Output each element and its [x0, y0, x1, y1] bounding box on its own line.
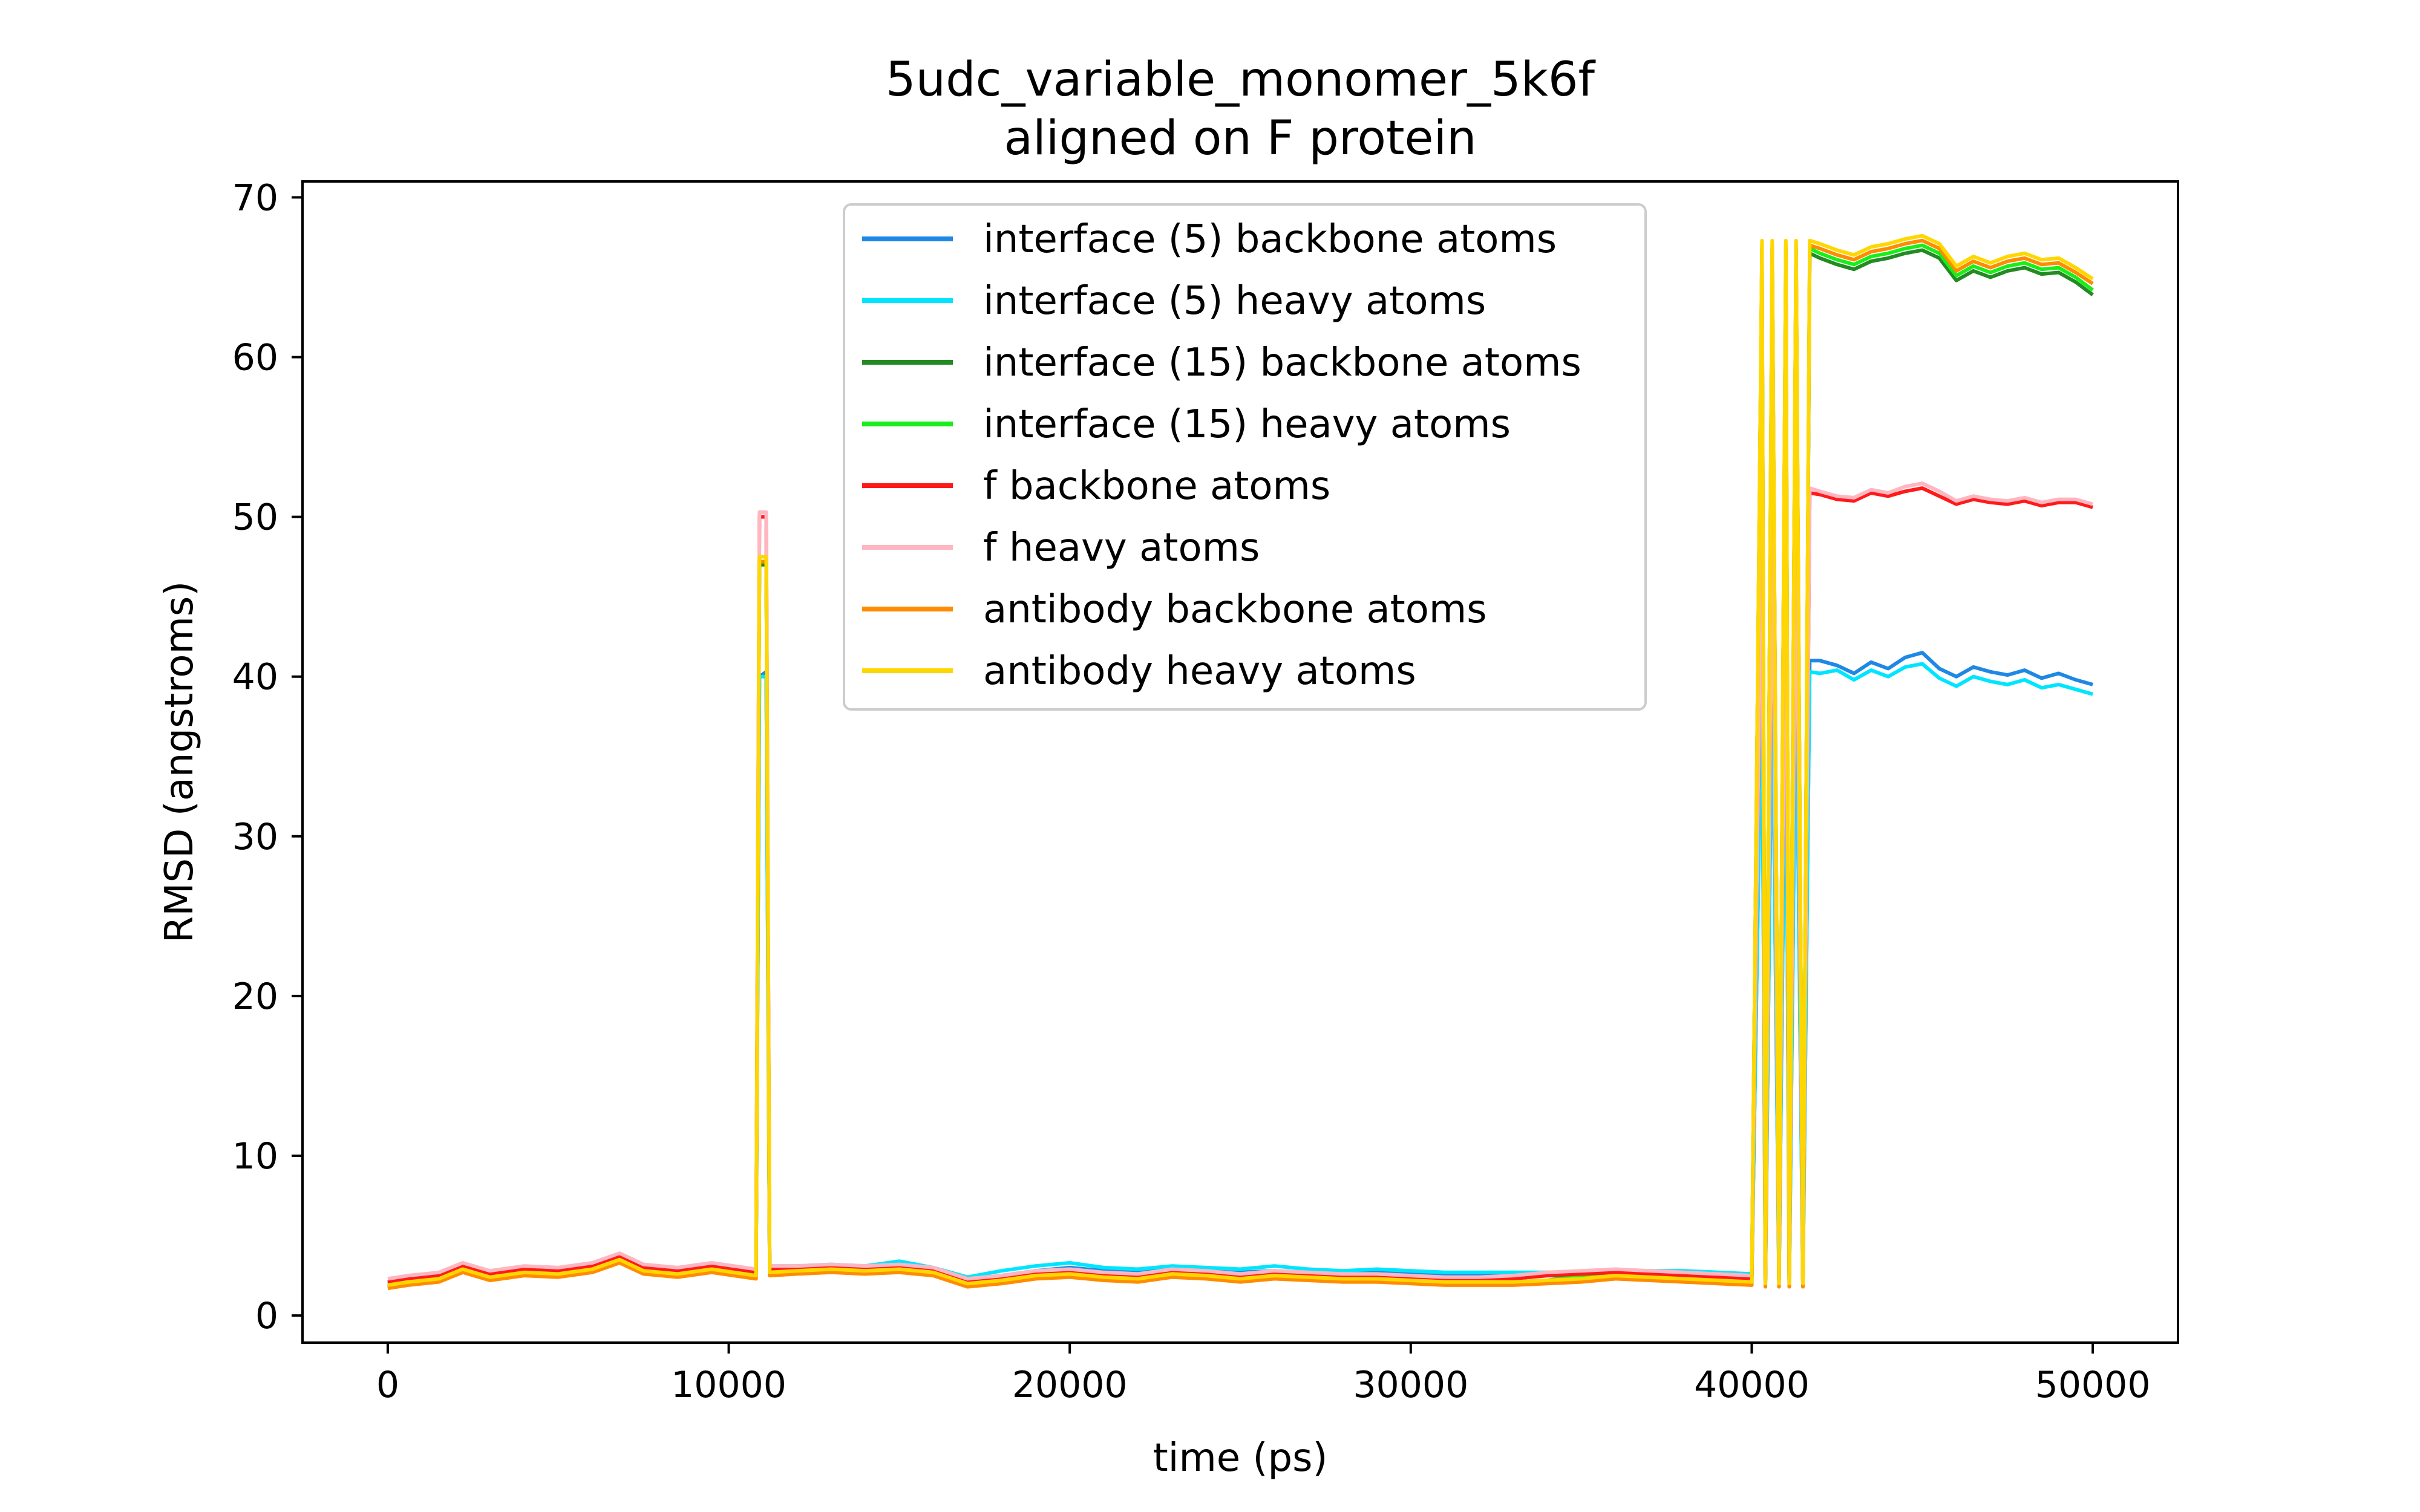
legend-label-5: f backbone atoms: [983, 464, 1330, 509]
legend-box: [843, 203, 1647, 711]
y-tick-label: 10: [232, 1135, 278, 1178]
y-tick-label: 50: [232, 497, 278, 539]
x-tick-label: 40000: [1694, 1364, 1810, 1406]
legend-label-1: interface (5) backbone atoms: [983, 217, 1557, 262]
x-tick-label: 0: [376, 1364, 399, 1406]
x-axis: 0 10000 20000 30000 40000 50000: [376, 1343, 2151, 1406]
plot-frame: [301, 180, 2179, 1344]
y-tick-label: 60: [232, 337, 278, 379]
series-layer: [387, 233, 2094, 1291]
x-tick-label: 10000: [671, 1364, 786, 1406]
legend-label-8: antibody heavy atoms: [983, 649, 1416, 694]
legend-label-7: antibody backbone atoms: [983, 587, 1487, 632]
x-tick-label: 30000: [1353, 1364, 1468, 1406]
x-tick-label: 50000: [2035, 1364, 2151, 1406]
x-tick-label: 20000: [1012, 1364, 1128, 1406]
series-line-8: [387, 233, 2094, 1287]
chart-title: 5udc_variable_monomer_5k6f: [886, 53, 1595, 107]
legend-label-6: f heavy atoms: [983, 526, 1260, 570]
legend-label-4: interface (15) heavy atoms: [983, 402, 1511, 447]
y-tick-label: 30: [232, 816, 278, 858]
y-tick-label: 70: [232, 177, 278, 219]
y-tick-label: 20: [232, 976, 278, 1018]
y-tick-label: 40: [232, 656, 278, 699]
y-axis-label: RMSD (angstroms): [157, 581, 202, 943]
legend: interface (5) backbone atoms interface (5…: [843, 203, 1647, 711]
chart-subtitle: aligned on F protein: [1004, 111, 1476, 166]
series-line-7: [387, 238, 2094, 1291]
legend-label-2: interface (5) heavy atoms: [983, 279, 1486, 324]
legend-label-3: interface (15) backbone atoms: [983, 341, 1581, 385]
x-axis-label: time (ps): [1153, 1436, 1328, 1481]
series-line-6: [387, 481, 2093, 1284]
y-axis: 0 10 20 30 40 50 60 70: [232, 177, 302, 1337]
y-tick-label: 0: [255, 1295, 278, 1337]
